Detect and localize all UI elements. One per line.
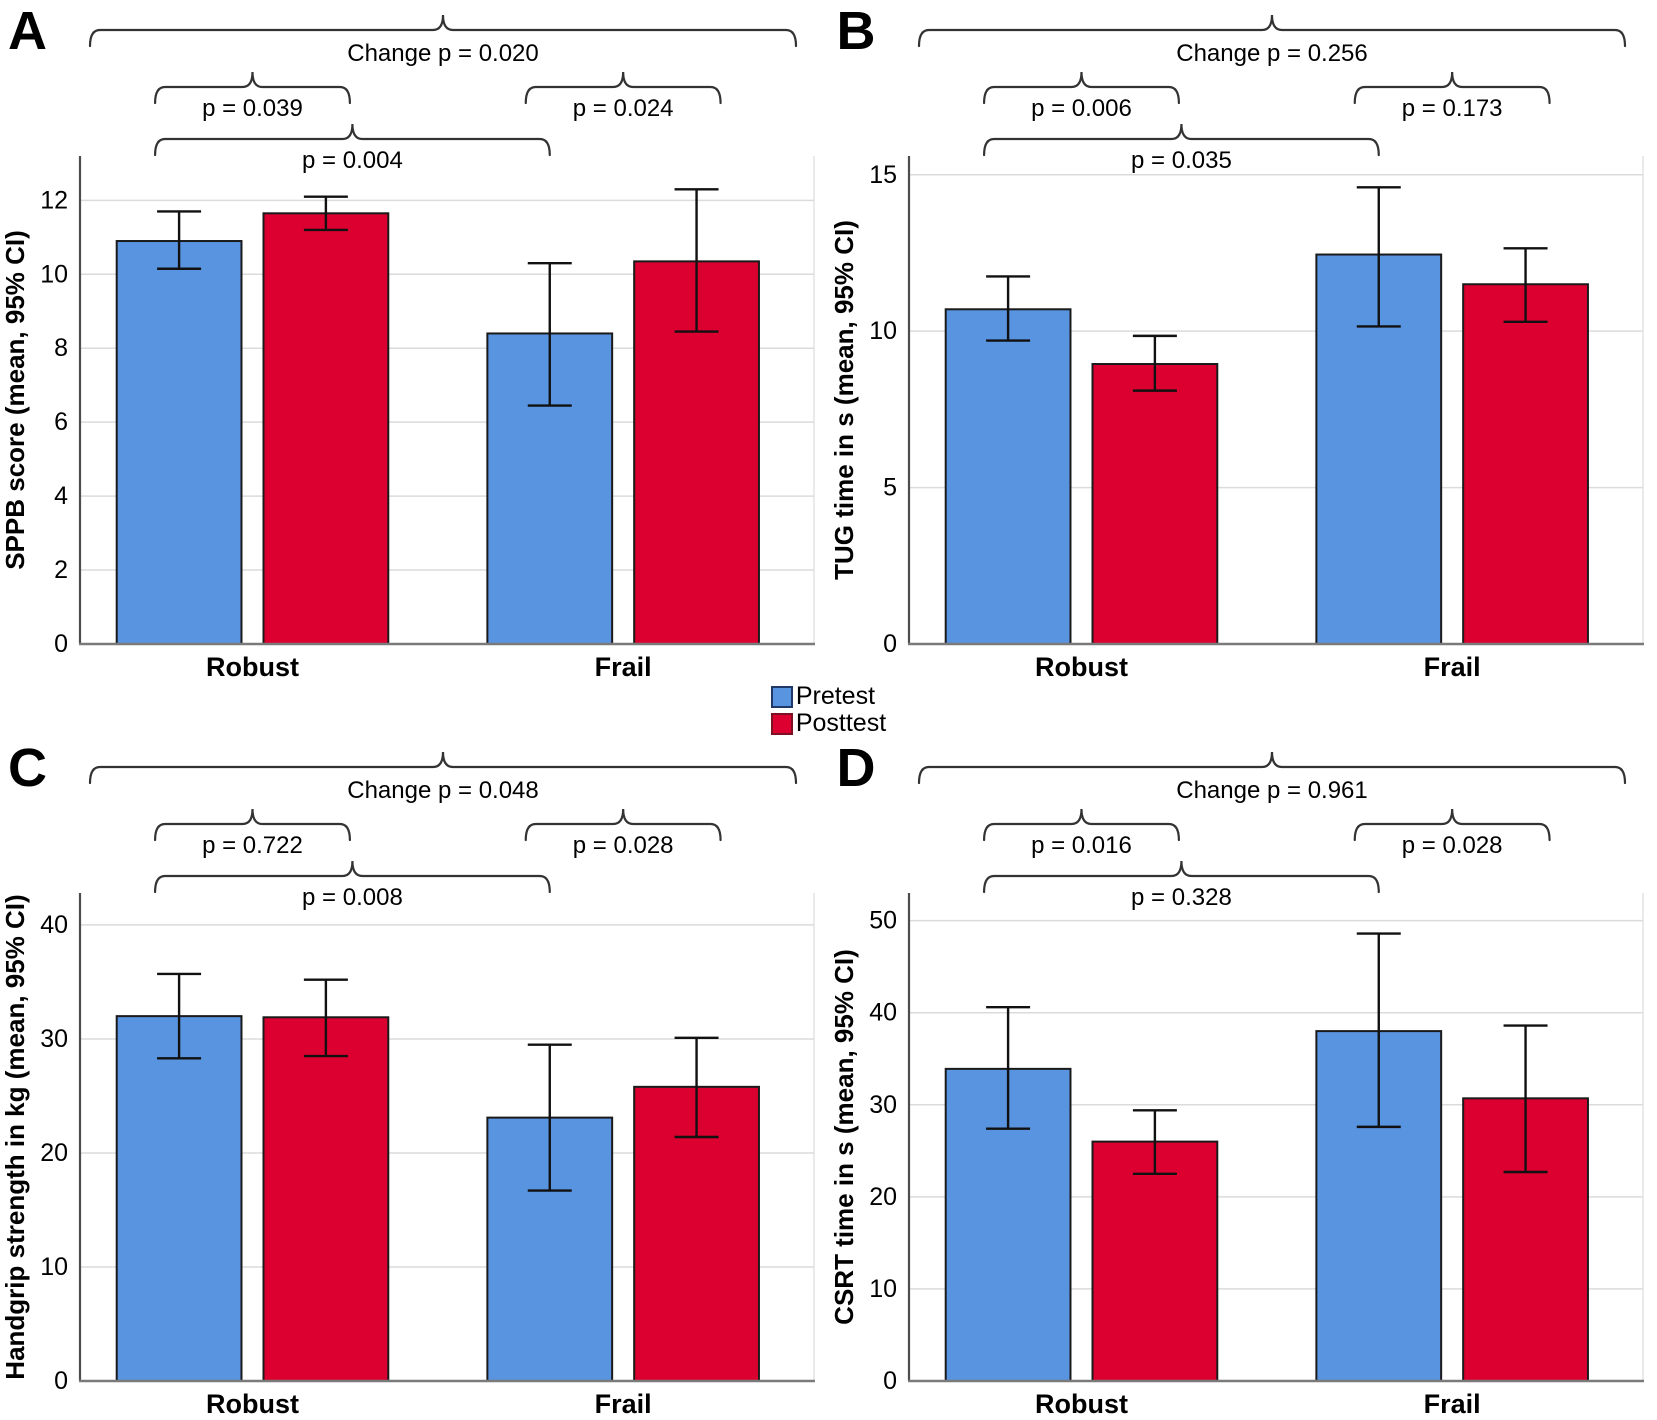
bracket-change (88, 751, 798, 785)
p-label-cross: p = 0.035 (1131, 147, 1232, 174)
ytick-label-10: 10 (40, 260, 68, 288)
ytick-label-0: 0 (54, 1367, 68, 1395)
bar-robust-pretest (115, 240, 243, 645)
bracket-change (88, 14, 798, 48)
bracket-pair-robust (982, 808, 1180, 842)
ytick-label-40: 40 (869, 999, 897, 1027)
p-label-pair-frail: p = 0.024 (573, 95, 674, 122)
panel-b-label: B (836, 1, 876, 61)
bracket-pair-frail (1353, 71, 1551, 105)
panel-d: D 0 10 20 30 40 50 Robust Frail CSRT time in s (… (829, 737, 1657, 1420)
legend-swatch-pretest (770, 685, 793, 708)
ytick-label-2: 2 (54, 556, 68, 584)
p-label-pair-frail: p = 0.173 (1401, 95, 1502, 122)
y-axis-title: SPPB score (mean, 95% CI) (0, 230, 30, 570)
bracket-cross (153, 860, 551, 894)
p-label-cross: p = 0.004 (302, 147, 403, 174)
panel-d-chart: 0 10 20 30 40 50 Robust Frail CSRT time in s (me… (829, 751, 1644, 1419)
legend-swatch-posttest (770, 712, 793, 735)
bar-robust-posttest (262, 1016, 390, 1382)
p-label-change: Change p = 0.020 (347, 40, 539, 67)
ytick-label-15: 15 (869, 161, 897, 189)
ytick-label-5: 5 (883, 474, 897, 502)
p-label-pair-frail: p = 0.028 (573, 832, 674, 859)
legend-label-posttest: Posttest (795, 709, 887, 737)
panel-c-label: C (8, 738, 47, 798)
legend: Pretest Posttest (770, 682, 887, 737)
p-label-change: Change p = 0.961 (1176, 777, 1368, 804)
bar-robust-posttest (1091, 363, 1218, 645)
p-label-pair-robust: p = 0.016 (1031, 832, 1132, 859)
ytick-label-30: 30 (40, 1025, 68, 1053)
xtick-label-robust: Robust (1034, 652, 1127, 682)
ytick-label-4: 4 (54, 482, 68, 510)
ytick-label-8: 8 (54, 334, 68, 362)
ytick-label-10: 10 (869, 317, 897, 345)
ytick-label-10: 10 (869, 1275, 897, 1303)
legend-band: Pretest Posttest (0, 683, 1657, 737)
bracket-pair-robust (153, 808, 351, 842)
panel-c-chart: 0 10 20 30 40 Robust Frail Handgrip strength in… (0, 751, 815, 1419)
bracket-pair-frail (524, 808, 722, 842)
panel-a-chart: 0 2 4 6 8 10 12 Robust Frail SPPB score (mean, 95… (0, 14, 815, 682)
bar-robust-posttest (1091, 1140, 1218, 1382)
ytick-label-20: 20 (869, 1183, 897, 1211)
ytick-label-40: 40 (40, 911, 68, 939)
panel-a-label: A (8, 1, 47, 61)
ytick-label-12: 12 (40, 186, 68, 214)
ytick-label-50: 50 (869, 907, 897, 935)
p-label-change: Change p = 0.256 (1176, 40, 1368, 67)
bracket-pair-frail (1353, 808, 1551, 842)
ytick-label-20: 20 (40, 1139, 68, 1167)
p-label-pair-frail: p = 0.028 (1401, 832, 1502, 859)
bar-robust-pretest (115, 1015, 243, 1382)
panel-c: C 0 10 20 30 40 Robust Frail Handgrip strength … (0, 737, 829, 1420)
bar-frail-posttest (1461, 283, 1589, 645)
bracket-pair-robust (153, 71, 351, 105)
ytick-label-0: 0 (54, 630, 68, 658)
bracket-change (917, 751, 1626, 785)
panel-d-label: D (836, 738, 876, 798)
xtick-label-frail: Frail (1423, 652, 1480, 682)
bar-robust-pretest (944, 308, 1071, 645)
ytick-label-6: 6 (54, 408, 68, 436)
bracket-pair-frail (524, 71, 722, 105)
bracket-cross (982, 860, 1380, 894)
ytick-label-30: 30 (869, 1091, 897, 1119)
xtick-label-robust: Robust (1034, 1389, 1127, 1419)
legend-item-pretest: Pretest (770, 682, 886, 710)
xtick-label-frail: Frail (595, 1389, 652, 1419)
xtick-label-frail: Frail (595, 652, 652, 682)
p-label-pair-robust: p = 0.722 (202, 832, 303, 859)
bracket-cross (982, 123, 1380, 157)
legend-label-pretest: Pretest (795, 682, 876, 710)
ytick-label-0: 0 (883, 1367, 897, 1395)
xtick-label-frail: Frail (1423, 1389, 1480, 1419)
bracket-cross (153, 123, 551, 157)
legend-item-posttest: Posttest (770, 709, 887, 737)
xtick-label-robust: Robust (206, 1389, 299, 1419)
bracket-change (917, 14, 1626, 48)
p-label-cross: p = 0.328 (1131, 884, 1232, 911)
bar-robust-posttest (262, 212, 390, 645)
panel-a: A 0 2 4 6 8 10 12 Robust Frail SPPB score (mean, … (0, 0, 829, 683)
panel-b-chart: 0 5 10 15 Robust Frail TUG time in s (mean, 95… (829, 14, 1644, 682)
y-axis-title: Handgrip strength in kg (mean, 95% CI) (0, 894, 30, 1379)
y-axis-title: CSRT time in s (mean, 95% CI) (829, 949, 859, 1325)
ytick-label-10: 10 (40, 1253, 68, 1281)
p-label-change: Change p = 0.048 (347, 777, 539, 804)
p-label-pair-robust: p = 0.039 (202, 95, 303, 122)
bracket-pair-robust (982, 71, 1180, 105)
p-label-pair-robust: p = 0.006 (1031, 95, 1132, 122)
ytick-label-0: 0 (883, 630, 897, 658)
panel-b: B 0 5 10 15 Robust Frail TUG time in s (mean, … (829, 0, 1657, 683)
xtick-label-robust: Robust (206, 652, 299, 682)
y-axis-title: TUG time in s (mean, 95% CI) (829, 220, 859, 580)
p-label-cross: p = 0.008 (302, 884, 403, 911)
